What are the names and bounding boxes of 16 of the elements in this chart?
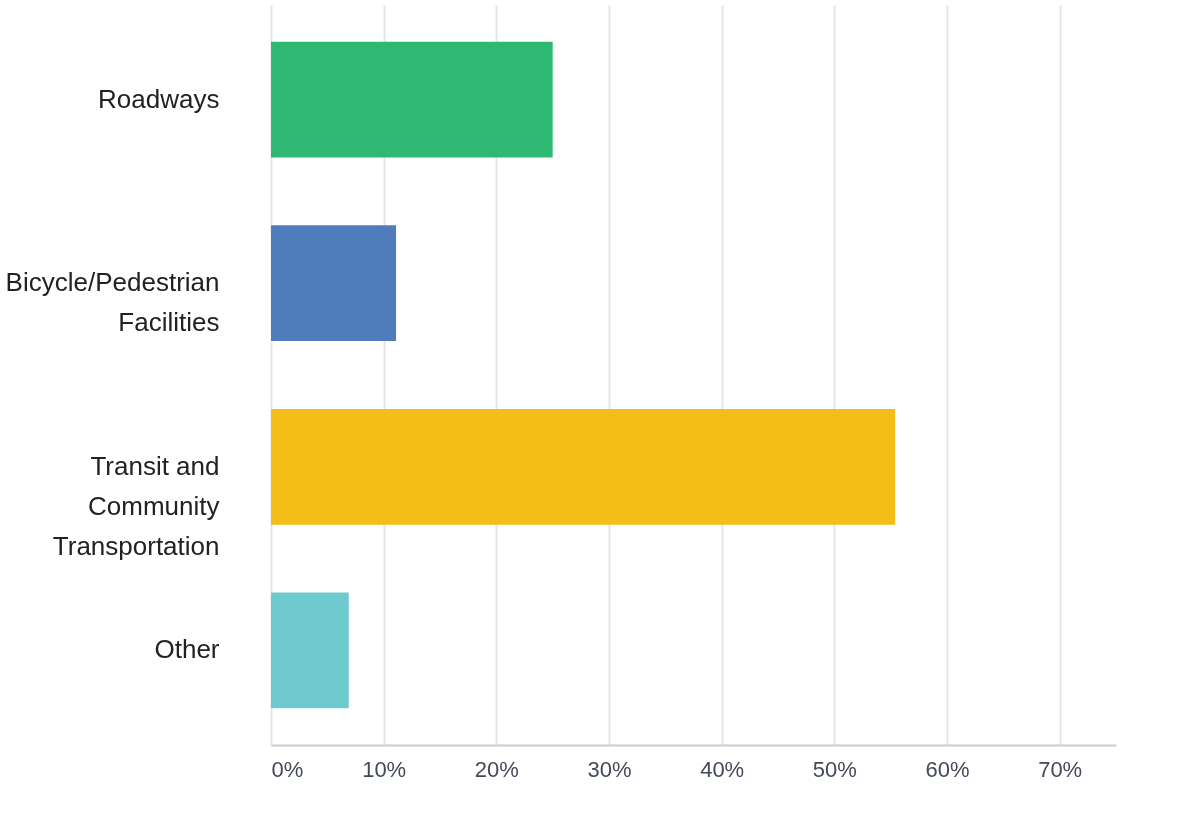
y-tick-label: Other <box>154 634 220 665</box>
x-tick-label: 40% <box>700 756 745 782</box>
x-tick-label: 30% <box>587 756 632 782</box>
bar <box>271 592 349 709</box>
y-tick-label: Bicycle/Pedestrian Facilities <box>5 267 220 338</box>
bar <box>271 225 397 342</box>
bar <box>271 41 553 158</box>
x-tick-label: 50% <box>812 756 857 782</box>
x-tick-label: 0% <box>271 756 304 782</box>
x-tick-label: 70% <box>1038 756 1083 782</box>
y-tick-label: Roadways <box>98 83 220 114</box>
x-tick-label: 10% <box>362 756 407 782</box>
y-tick-label: Transit and Community Transportation <box>52 450 220 561</box>
bar <box>271 408 896 525</box>
x-tick-label: 20% <box>474 756 519 782</box>
x-tick-label: 60% <box>925 756 970 782</box>
